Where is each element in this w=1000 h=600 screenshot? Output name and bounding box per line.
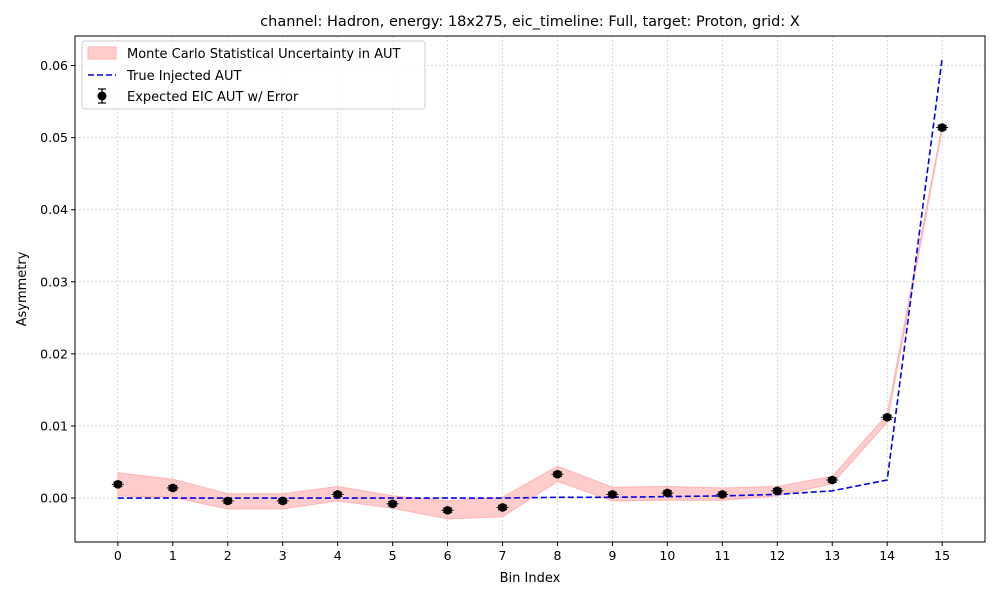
data-point: [606, 490, 619, 499]
y-axis-label: Asymmetry: [15, 251, 30, 326]
true-injected-line: [117, 58, 943, 499]
x-tick-label: 8: [553, 548, 561, 563]
data-point: [771, 486, 784, 496]
data-point: [276, 496, 289, 506]
data-point: [221, 496, 234, 506]
y-tick-label: 0.00: [40, 491, 68, 506]
x-tick-label: 9: [608, 548, 616, 563]
legend-label-band: Monte Carlo Statistical Uncertainty in A…: [127, 47, 401, 62]
legend: Monte Carlo Statistical Uncertainty in A…: [81, 40, 426, 110]
data-point: [661, 488, 674, 498]
x-tick-label: 10: [659, 548, 675, 563]
x-tick-label: 0: [114, 548, 122, 563]
y-tick-label: 0.06: [40, 58, 68, 73]
plot-area: [75, 36, 985, 542]
legend-frame: [81, 40, 426, 110]
data-point: [166, 483, 179, 493]
x-tick-label: 13: [824, 548, 840, 563]
data-point: [331, 490, 344, 499]
data-point: [551, 469, 564, 479]
x-tick-label: 1: [169, 548, 177, 563]
plot-frame: [74, 35, 986, 543]
data-point: [386, 499, 399, 509]
x-tick-label: 4: [334, 548, 342, 563]
true-line-layer: [117, 58, 943, 499]
data-point: [111, 480, 124, 489]
y-tick-label: 0.05: [40, 130, 68, 145]
data-point: [826, 475, 839, 485]
data-point: [936, 123, 949, 132]
legend-swatch-points: [97, 88, 107, 104]
x-tick-label: 14: [879, 548, 895, 563]
y-ticks: 0.00 0.01 0.02 0.03 0.04 0.05 0.06: [40, 58, 75, 506]
data-point: [441, 505, 454, 515]
x-tick-label: 3: [279, 548, 287, 563]
x-tick-label: 7: [499, 548, 507, 563]
x-tick-label: 11: [714, 548, 730, 563]
x-tick-label: 2: [224, 548, 232, 563]
grid: [75, 36, 985, 542]
x-tick-label: 12: [769, 548, 785, 563]
legend-swatch-band: [87, 46, 117, 60]
data-point: [881, 413, 894, 422]
x-ticks: 0 1 2 3 4 5 6 7 8 9 10 11 12 13 14 15: [114, 542, 950, 563]
x-tick-label: 6: [444, 548, 452, 563]
x-tick-label: 15: [934, 548, 950, 563]
legend-label-true-line: True Injected AUT: [126, 69, 241, 84]
x-axis-label: Bin Index: [500, 571, 561, 586]
data-point: [716, 490, 729, 499]
points-layer: [111, 123, 949, 515]
chart-title: channel: Hadron, energy: 18x275, eic_tim…: [260, 14, 800, 30]
x-tick-label: 5: [389, 548, 397, 563]
y-tick-label: 0.01: [40, 418, 68, 433]
legend-label-points: Expected EIC AUT w/ Error: [127, 90, 299, 105]
y-tick-label: 0.04: [40, 202, 68, 217]
y-tick-label: 0.02: [40, 346, 68, 361]
data-point: [496, 503, 509, 512]
y-tick-label: 0.03: [40, 274, 68, 289]
